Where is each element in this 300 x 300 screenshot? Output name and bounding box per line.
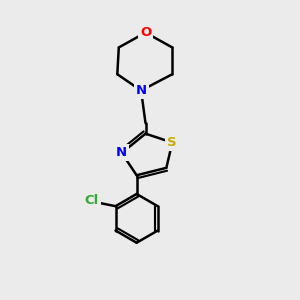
- Text: S: S: [167, 136, 177, 149]
- Text: O: O: [140, 26, 151, 39]
- Text: N: N: [116, 146, 127, 160]
- Text: Cl: Cl: [85, 194, 99, 207]
- Text: N: N: [136, 84, 147, 97]
